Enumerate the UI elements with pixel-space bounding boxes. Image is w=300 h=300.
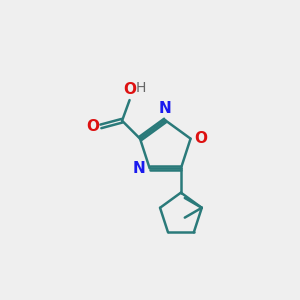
Text: N: N <box>133 161 146 176</box>
Text: O: O <box>86 119 99 134</box>
Text: N: N <box>159 101 172 116</box>
Text: O: O <box>123 82 136 97</box>
Text: H: H <box>136 81 146 95</box>
Text: O: O <box>195 131 208 146</box>
